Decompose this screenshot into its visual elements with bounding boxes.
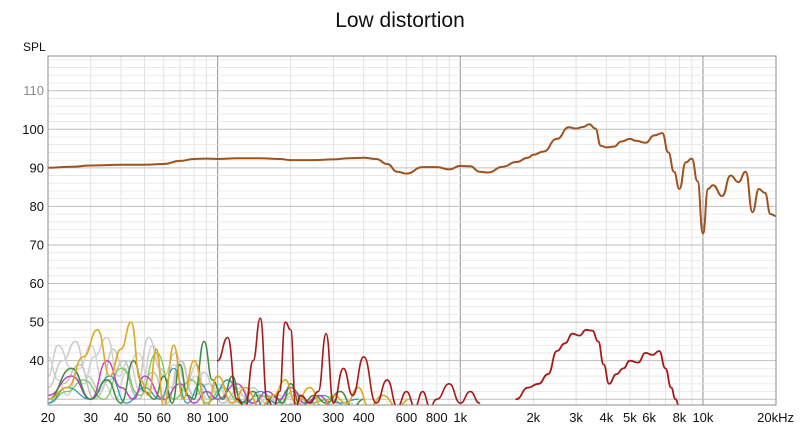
x-tick-label: 2k xyxy=(526,410,540,425)
x-tick-label: 3k xyxy=(569,410,583,425)
x-tick-label: 20 xyxy=(41,410,55,425)
y-tick-labels: 110 100 90 80 70 60 50 40 xyxy=(22,83,44,368)
x-tick-labels: 20 30 40 50 60 80 100 200 300 400 600 800 1k 2k 3k 4k 5k… xyxy=(41,410,794,425)
x-tick-label: 8k xyxy=(673,410,687,425)
x-tick-label: 60 xyxy=(157,410,171,425)
chart-title: Low distortion xyxy=(335,9,465,32)
x-tick-label: 40 xyxy=(114,410,128,425)
y-tick-label: 60 xyxy=(30,276,44,291)
y-tick-label: 70 xyxy=(30,237,44,252)
x-tick-label: 10k xyxy=(692,410,713,425)
x-tick-label: 300 xyxy=(323,410,345,425)
x-tick-label: 80 xyxy=(187,410,201,425)
x-tick-label: 4k xyxy=(600,410,614,425)
x-tick-label: 6k xyxy=(642,410,656,425)
x-tick-label: 50 xyxy=(137,410,151,425)
series-line xyxy=(216,317,481,405)
x-tick-label: 600 xyxy=(396,410,418,425)
y-tick-label: 80 xyxy=(30,199,44,214)
y-axis-label: SPL xyxy=(23,40,46,54)
x-tick-label: 20kHz xyxy=(757,410,794,425)
x-tick-label: 800 xyxy=(426,410,448,425)
x-tick-label: 200 xyxy=(280,410,302,425)
plot-frame xyxy=(47,55,777,406)
y-tick-label: 100 xyxy=(22,122,44,137)
x-tick-label: 30 xyxy=(83,410,97,425)
series-line xyxy=(48,321,411,405)
series-line xyxy=(48,123,776,235)
y-tick-label: 110 xyxy=(23,83,44,98)
x-tick-label: 5k xyxy=(623,410,637,425)
grid-lines xyxy=(47,56,777,405)
series-line xyxy=(515,328,679,405)
x-tick-label: 400 xyxy=(353,410,375,425)
y-tick-label: 90 xyxy=(30,160,44,175)
y-tick-label: 50 xyxy=(30,315,44,330)
y-tick-label: 40 xyxy=(30,353,44,368)
x-tick-label: 100 xyxy=(207,410,229,425)
x-tick-label: 1k xyxy=(453,410,467,425)
